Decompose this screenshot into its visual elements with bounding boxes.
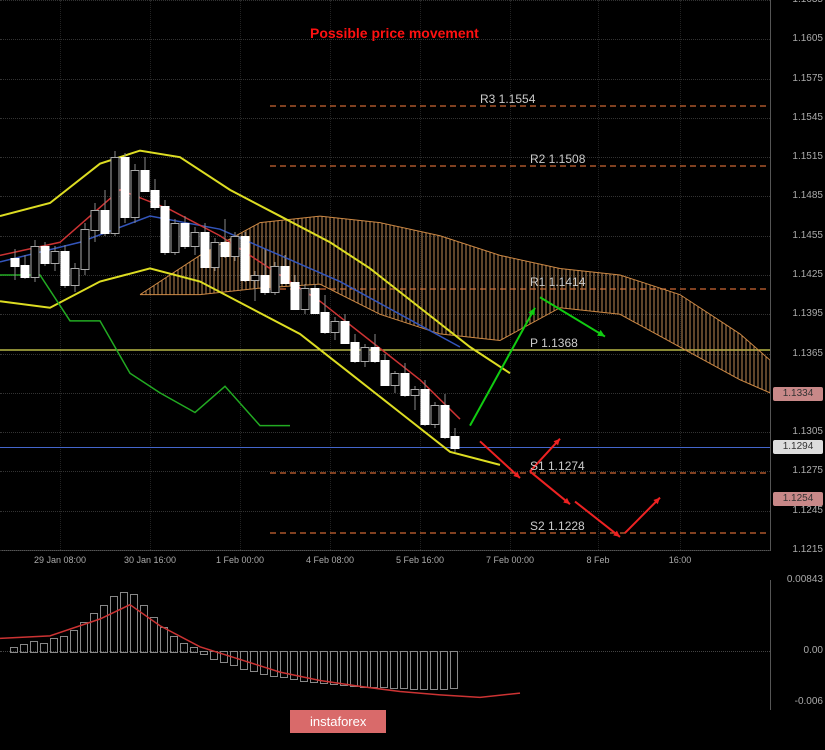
price-marker: 1.1254 bbox=[773, 492, 823, 506]
pivot-label-S2: S2 1.1228 bbox=[530, 519, 585, 533]
y-tick-label: 1.1485 bbox=[773, 191, 823, 201]
sub-y-label: -0.006 bbox=[773, 697, 823, 707]
y-tick-label: 1.1395 bbox=[773, 309, 823, 319]
sub-y-label: 0.00 bbox=[773, 646, 823, 656]
candle bbox=[410, 386, 419, 410]
candle bbox=[440, 394, 449, 439]
candle bbox=[90, 203, 99, 242]
y-tick-label: 1.1545 bbox=[773, 113, 823, 123]
candle bbox=[280, 255, 289, 284]
candle bbox=[10, 249, 19, 280]
candle bbox=[290, 275, 299, 310]
candle bbox=[400, 363, 409, 397]
x-tick-label: 5 Feb 16:00 bbox=[385, 555, 455, 565]
candle bbox=[390, 371, 399, 393]
candle bbox=[360, 344, 369, 366]
candle bbox=[60, 245, 69, 288]
chart-title: Possible price movement bbox=[310, 25, 479, 41]
x-tick-label: 4 Feb 08:00 bbox=[295, 555, 365, 565]
y-tick-label: 1.1245 bbox=[773, 506, 823, 516]
y-axis-main: 1.12151.12451.12751.13051.13351.13651.13… bbox=[770, 0, 825, 550]
candle bbox=[40, 242, 49, 266]
candle bbox=[100, 190, 109, 236]
candle bbox=[450, 428, 459, 452]
candle bbox=[380, 354, 389, 387]
candle bbox=[140, 157, 149, 192]
projection-arrow bbox=[0, 0, 770, 550]
candle bbox=[260, 249, 269, 295]
candle bbox=[250, 271, 259, 301]
candle bbox=[120, 153, 129, 222]
candle bbox=[30, 240, 39, 282]
macd-signal-line bbox=[0, 580, 770, 710]
main-price-chart[interactable]: 29 Jan 08:0030 Jan 16:001 Feb 00:004 Feb… bbox=[0, 0, 771, 551]
x-tick-label: 16:00 bbox=[645, 555, 715, 565]
candle bbox=[50, 246, 59, 271]
watermark: instaforex bbox=[290, 710, 386, 733]
candle bbox=[190, 227, 199, 256]
y-tick-label: 1.1365 bbox=[773, 349, 823, 359]
candle bbox=[370, 334, 379, 363]
pivot-label-S1: S1 1.1274 bbox=[530, 459, 585, 473]
y-tick-label: 1.1425 bbox=[773, 270, 823, 280]
candle bbox=[180, 216, 189, 249]
y-tick-label: 1.1605 bbox=[773, 34, 823, 44]
candle bbox=[230, 232, 239, 261]
x-tick-label: 29 Jan 08:00 bbox=[25, 555, 95, 565]
pivot-label-R2: R2 1.1508 bbox=[530, 152, 585, 166]
candle bbox=[240, 232, 249, 282]
price-marker: 1.1334 bbox=[773, 387, 823, 401]
chart-container: 29 Jan 08:00 30 Jan 16:00 1 Feb 00:00 4 Feb… bbox=[0, 0, 825, 750]
y-tick-label: 1.1215 bbox=[773, 545, 823, 555]
candle bbox=[170, 219, 179, 256]
candle bbox=[150, 179, 159, 209]
x-tick-label: 30 Jan 16:00 bbox=[115, 555, 185, 565]
candle bbox=[130, 164, 139, 223]
pivot-label-R1: R1 1.1414 bbox=[530, 275, 585, 289]
candle bbox=[80, 223, 89, 275]
x-tick-label: 8 Feb bbox=[563, 555, 633, 565]
candle bbox=[110, 151, 119, 236]
candle bbox=[430, 402, 439, 428]
candle bbox=[340, 314, 349, 344]
candle bbox=[300, 284, 309, 314]
y-tick-label: 1.1455 bbox=[773, 231, 823, 241]
y-axis-sub: 0.008430.00-0.006 bbox=[770, 580, 825, 710]
price-marker: 1.1294 bbox=[773, 440, 823, 454]
y-tick-label: 1.1275 bbox=[773, 466, 823, 476]
candle bbox=[70, 263, 79, 292]
candle bbox=[200, 223, 209, 269]
candle bbox=[350, 334, 359, 363]
pivot-label-P: P 1.1368 bbox=[530, 336, 578, 350]
candle bbox=[310, 284, 319, 314]
x-tick-label: 7 Feb 00:00 bbox=[475, 555, 545, 565]
y-tick-label: 1.1575 bbox=[773, 74, 823, 84]
x-tick-label: 1 Feb 00:00 bbox=[205, 555, 275, 565]
candle bbox=[320, 295, 329, 334]
candle bbox=[330, 317, 339, 341]
candle bbox=[210, 238, 219, 271]
candle bbox=[20, 255, 29, 279]
y-tick-label: 1.1635 bbox=[773, 0, 823, 5]
sub-y-label: 0.00843 bbox=[773, 575, 823, 585]
y-tick-label: 1.1305 bbox=[773, 427, 823, 437]
y-tick-label: 1.1515 bbox=[773, 152, 823, 162]
candle bbox=[420, 380, 429, 426]
macd-sub-chart[interactable] bbox=[0, 580, 771, 710]
candle bbox=[270, 262, 279, 295]
candle bbox=[220, 219, 229, 258]
candle bbox=[160, 200, 169, 255]
gridline bbox=[0, 550, 770, 551]
pivot-label-R3: R3 1.1554 bbox=[480, 92, 535, 106]
